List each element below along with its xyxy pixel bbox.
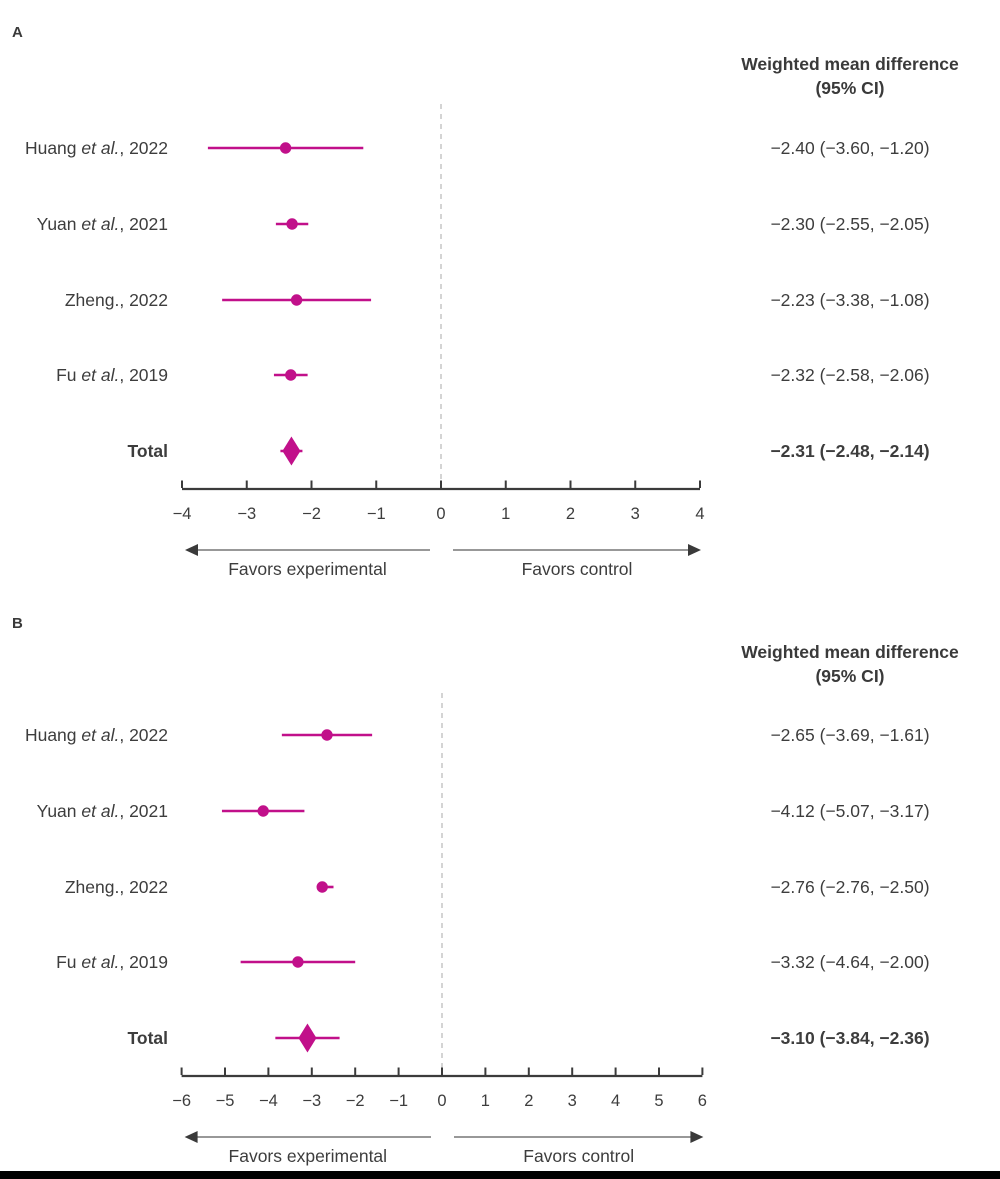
row-label-part: Yuan: [36, 801, 82, 821]
panel-b-favors-experimental-label: Favors experimental: [228, 1146, 388, 1166]
panel-a-column-header: Weighted mean difference (95% CI): [700, 52, 1000, 100]
panel-b-row-label: Zheng., 2022: [0, 876, 168, 898]
panel-a-favors-left-arrow-head: [185, 544, 198, 556]
row-label-italic-part: et al.: [81, 138, 120, 158]
panel-a-point-estimate: [285, 369, 297, 381]
panel-b-tick-label: 6: [697, 1092, 707, 1110]
panel-a-tick-label: 4: [695, 505, 705, 523]
row-label-part: , 2022: [119, 138, 168, 158]
panel-b-point-estimate: [321, 729, 333, 741]
panel-b-tick-label: 5: [654, 1092, 664, 1110]
row-label-part: Zheng., 2022: [64, 877, 168, 897]
panel-a-tick-label: 2: [565, 505, 576, 523]
panel-b-point-estimate: [292, 956, 304, 968]
row-label-part: Huang: [24, 725, 82, 745]
panel-a-row-value: −2.32 (−2.58, −2.06): [770, 365, 930, 385]
panel-b-row-label: Fu et al., 2019: [0, 951, 168, 973]
panel-b-column-header: Weighted mean difference (95% CI): [700, 640, 1000, 688]
column-header-line2: (95% CI): [815, 666, 885, 686]
row-label-italic-part: et al.: [81, 801, 120, 821]
panel-b-row-value: −3.10 (−3.84, −2.36): [770, 1028, 930, 1048]
panel-b-tick-label: −6: [172, 1092, 191, 1110]
row-label-part: Fu: [56, 952, 82, 972]
panel-b-favors-left-arrow-head: [184, 1131, 198, 1143]
bottom-bar: [0, 1171, 1000, 1179]
panel-b-point-estimate: [257, 805, 269, 817]
panel-a-row-label: Zheng., 2022: [0, 289, 168, 311]
panel-a-label: A: [12, 24, 23, 41]
panel-b-row-value: −2.65 (−3.69, −1.61): [770, 725, 930, 745]
column-header-line1: Weighted mean difference: [741, 54, 959, 74]
panel-a-point-estimate: [286, 218, 298, 230]
row-label-part: , 2019: [119, 952, 168, 972]
panel-a-tick-label: −1: [366, 505, 386, 523]
panel-b-tick-label: 4: [611, 1092, 621, 1110]
panel-b-tick-label: −3: [302, 1092, 322, 1110]
row-label-italic-part: et al.: [81, 365, 120, 385]
row-label-part: , 2021: [119, 214, 168, 234]
panel-a-tick-label: 3: [630, 505, 640, 523]
panel-b-label: B: [12, 615, 23, 632]
panel-a-row-label: Fu et al., 2019: [0, 364, 168, 386]
panel-b-favors-control-label: Favors control: [523, 1146, 635, 1166]
row-label-part: Zheng., 2022: [64, 290, 168, 310]
panel-b-row-label: Yuan et al., 2021: [0, 800, 168, 822]
panel-b-tick-label: 0: [437, 1092, 447, 1110]
panel-b-tick-label: −1: [389, 1092, 408, 1110]
panel-a-row-label: Yuan et al., 2021: [0, 213, 168, 235]
panel-b-tick-label: 3: [567, 1092, 577, 1110]
row-label-part: Total: [127, 1028, 168, 1048]
panel-a-favors-experimental-label: Favors experimental: [228, 559, 387, 579]
panel-b-row-value: −4.12 (−5.07, −3.17): [770, 801, 930, 821]
row-label-part: , 2019: [119, 365, 168, 385]
panel-b-favors-right-arrow-head: [690, 1131, 704, 1143]
panel-b-row-value: −2.76 (−2.76, −2.50): [770, 877, 930, 897]
column-header-line2: (95% CI): [815, 78, 885, 98]
panel-a-total-diamond: [282, 436, 301, 466]
row-label-part: Fu: [56, 365, 82, 385]
panel-a-row-label: Huang et al., 2022: [0, 137, 168, 159]
panel-b-total-diamond: [298, 1023, 317, 1053]
panel-b-tick-label: 1: [480, 1092, 490, 1110]
row-label-part: , 2022: [119, 725, 168, 745]
panel-b-row-value: −3.32 (−4.64, −2.00): [770, 952, 930, 972]
panel-b-tick-label: −5: [215, 1092, 235, 1110]
row-label-part: Total: [127, 441, 168, 461]
panel-b-tick-label: 2: [524, 1092, 534, 1110]
panel-b-tick-label: −4: [258, 1092, 278, 1110]
panel-a-row-value: −2.30 (−2.55, −2.05): [770, 214, 930, 234]
panel-b-tick-label: −2: [345, 1092, 365, 1110]
row-label-italic-part: et al.: [81, 214, 120, 234]
panel-a-tick-label: 1: [501, 505, 511, 523]
panel-a-row-value: −2.23 (−3.38, −1.08): [770, 290, 930, 310]
row-label-italic-part: et al.: [81, 725, 120, 745]
panel-a-tick-label: −3: [237, 505, 257, 523]
column-header-line1: Weighted mean difference: [741, 642, 959, 662]
panel-a-favors-right-arrow-head: [688, 544, 701, 556]
panel-b-row-label: Huang et al., 2022: [0, 724, 168, 746]
panel-a-row-value: −2.40 (−3.60, −1.20): [770, 138, 930, 158]
row-label-part: Yuan: [36, 214, 82, 234]
panel-a-row-label: Total: [0, 440, 168, 462]
row-label-italic-part: et al.: [81, 952, 120, 972]
panel-a-tick-label: 0: [436, 505, 446, 523]
panel-a-tick-label: −4: [172, 505, 192, 523]
panel-a-row-value: −2.31 (−2.48, −2.14): [770, 441, 930, 461]
panel-a-point-estimate: [290, 294, 303, 306]
panel-a-point-estimate: [279, 142, 292, 154]
panel-b-row-label: Total: [0, 1027, 168, 1049]
panel-b-point-estimate: [316, 881, 328, 893]
panel-a-favors-control-label: Favors control: [521, 559, 633, 579]
row-label-part: , 2021: [119, 801, 168, 821]
row-label-part: Huang: [24, 138, 82, 158]
panel-a-tick-label: −2: [302, 505, 321, 523]
